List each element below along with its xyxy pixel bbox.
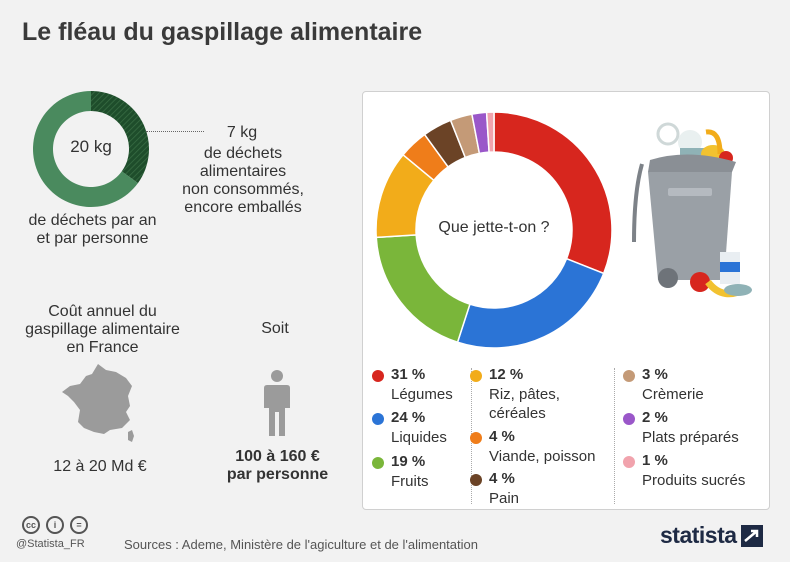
- person-icon: [264, 370, 290, 436]
- legend-dot: [470, 432, 482, 444]
- legend-dot: [623, 370, 635, 382]
- donut-slice-8: [485, 111, 495, 153]
- donut-slice-2: [375, 234, 471, 344]
- donut-caption: de déchets par an et par personne: [28, 212, 157, 247]
- trash-can-illustration: [632, 122, 752, 298]
- legend-dot: [623, 413, 635, 425]
- annual-cost-value: 12 à 20 Md €: [53, 458, 147, 475]
- legend-dot: [372, 413, 384, 425]
- donut-slice-1: [456, 257, 605, 349]
- per-person-value: 100 à 160 € par personne: [226, 448, 329, 483]
- legend-dot: [372, 370, 384, 382]
- donut-slice-0: [493, 111, 613, 275]
- footer-handle: @Statista_FR: [16, 538, 85, 550]
- highlight-value: 7 kg: [226, 124, 258, 141]
- legend-dot: [623, 456, 635, 468]
- statista-logo-icon: [740, 524, 763, 547]
- connector-line: [146, 131, 204, 132]
- legend-dot: [470, 370, 482, 382]
- highlight-caption: de déchets alimentaires non consommés, e…: [182, 145, 304, 216]
- donut-slice-other-waste: [32, 91, 138, 207]
- donut-center-value: 20 kg: [70, 137, 112, 156]
- donut-chart-title: Que jette-t-on ?: [438, 219, 550, 236]
- legend-dot: [372, 457, 384, 469]
- waste-donut-chart: [32, 91, 149, 207]
- annual-cost-label: Coût annuel du gaspillage alimentaire en…: [25, 303, 180, 356]
- per-person-label: Soit: [261, 320, 289, 337]
- page-title: Le fléau du gaspillage alimentaire: [22, 18, 423, 46]
- legend-separator: [614, 368, 615, 504]
- legend-dot: [470, 474, 482, 486]
- footer-sources: Sources : Ademe, Ministère de l'agicultu…: [124, 537, 478, 552]
- creative-commons-icon: cc: [22, 516, 40, 534]
- waste-composition-donut-chart: [375, 111, 613, 349]
- france-map-icon: [62, 364, 134, 442]
- attribution-icon: i: [46, 516, 64, 534]
- no-derivatives-icon: =: [70, 516, 88, 534]
- statista-logo: statista: [660, 522, 763, 549]
- donut-slice-packaged-waste: [91, 91, 149, 184]
